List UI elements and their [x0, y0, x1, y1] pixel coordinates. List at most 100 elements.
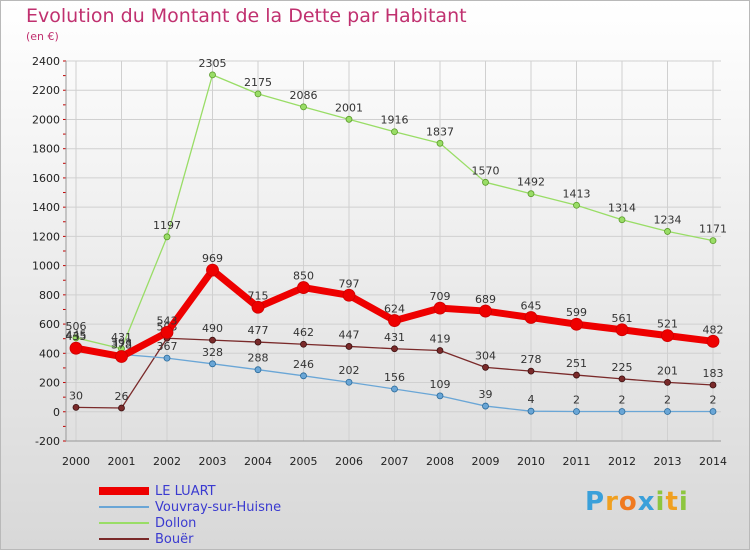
data-point: [618, 216, 626, 224]
data-label: 1570: [472, 164, 500, 177]
data-label: 378: [111, 339, 132, 352]
data-point: [300, 372, 307, 380]
y-tick-label: 2400: [32, 55, 60, 68]
data-label: 2001: [335, 101, 363, 114]
data-label: 2175: [244, 76, 272, 89]
chart-subtitle: (en €): [26, 30, 59, 43]
data-point: [118, 404, 125, 412]
x-tick-label: 2012: [608, 455, 636, 468]
data-label: 304: [475, 349, 496, 362]
legend-swatch: [99, 487, 149, 495]
data-point: [709, 237, 717, 245]
x-tick-label: 2009: [472, 455, 500, 468]
data-point: [433, 301, 447, 315]
y-tick-label: 1600: [32, 172, 60, 185]
y-tick-label: 1800: [32, 143, 60, 156]
data-label: 445: [66, 329, 87, 342]
data-label: 624: [384, 303, 405, 316]
data-point: [664, 408, 671, 415]
y-tick-label: 800: [39, 289, 60, 302]
data-label: 482: [703, 323, 724, 336]
x-tick-label: 2005: [290, 455, 318, 468]
data-point: [115, 350, 128, 363]
data-point: [436, 347, 444, 354]
data-label: 288: [248, 352, 269, 365]
legend-label: Vouvray-sur-Huisne: [155, 499, 282, 515]
data-point: [391, 385, 398, 393]
data-point: [570, 317, 583, 331]
data-point: [163, 233, 171, 241]
data-point: [300, 103, 307, 111]
y-tick-label: 400: [39, 347, 60, 360]
data-label: 435: [66, 330, 87, 343]
legend-label: Bouër: [155, 531, 194, 547]
data-point: [482, 178, 489, 186]
data-label: 506: [66, 320, 87, 333]
data-point: [163, 354, 171, 362]
data-label: 202: [339, 364, 360, 377]
data-point: [209, 71, 216, 79]
data-label: 1916: [381, 114, 409, 127]
data-point: [388, 314, 401, 327]
data-label: 689: [475, 293, 496, 306]
y-tick-label: 2000: [32, 113, 60, 126]
data-label: 1197: [153, 219, 181, 232]
data-point: [436, 392, 444, 400]
data-label: 2305: [199, 57, 227, 70]
data-point: [479, 304, 492, 318]
data-label: 645: [521, 300, 542, 313]
data-label: 543: [157, 314, 178, 327]
data-point: [527, 367, 535, 375]
data-point: [69, 341, 83, 355]
data-label: 561: [612, 312, 633, 325]
data-point: [209, 360, 216, 368]
data-label: 431: [111, 331, 132, 344]
x-tick-label: 2010: [517, 455, 545, 468]
data-point: [527, 407, 535, 415]
x-tick-label: 2002: [153, 455, 181, 468]
data-point: [254, 90, 262, 98]
y-tick-label: 1000: [32, 260, 60, 273]
data-point: [618, 408, 626, 415]
data-label: 447: [339, 328, 360, 341]
data-point: [206, 263, 219, 277]
data-label: 521: [657, 318, 678, 331]
data-point: [391, 345, 398, 353]
data-point: [618, 375, 626, 383]
data-point: [72, 403, 80, 411]
data-label: 39: [479, 388, 493, 401]
x-tick-label: 2006: [335, 455, 363, 468]
chart-title: Evolution du Montant de la Dette par Hab…: [26, 5, 467, 27]
data-label: 246: [293, 358, 314, 371]
data-point: [664, 378, 671, 386]
data-label: 431: [384, 331, 405, 344]
data-point: [573, 201, 580, 209]
data-label: 1234: [654, 213, 682, 226]
data-label: 797: [339, 277, 360, 290]
legend-swatch: [99, 522, 149, 524]
data-label: 393: [111, 336, 132, 349]
data-point: [72, 334, 80, 342]
data-label: 109: [430, 378, 451, 391]
data-label: 1314: [608, 202, 636, 215]
data-point: [706, 334, 720, 348]
y-tick-label: 200: [39, 377, 60, 390]
data-label: 156: [384, 371, 405, 384]
data-label: 2: [619, 393, 626, 406]
y-tick-label: 0: [53, 406, 60, 419]
data-label: 715: [248, 289, 269, 302]
legend-item: LE LUART: [99, 483, 216, 499]
data-point: [664, 228, 671, 235]
data-label: 278: [521, 353, 542, 366]
data-label: 419: [430, 333, 451, 346]
data-point: [251, 300, 265, 314]
legend-item: Bouër: [99, 531, 194, 547]
legend-label: LE LUART: [155, 483, 216, 499]
x-tick-label: 2014: [699, 455, 727, 468]
data-point: [254, 366, 262, 374]
y-tick-label: 1400: [32, 201, 60, 214]
data-label: 183: [703, 367, 724, 380]
data-point: [300, 340, 307, 348]
